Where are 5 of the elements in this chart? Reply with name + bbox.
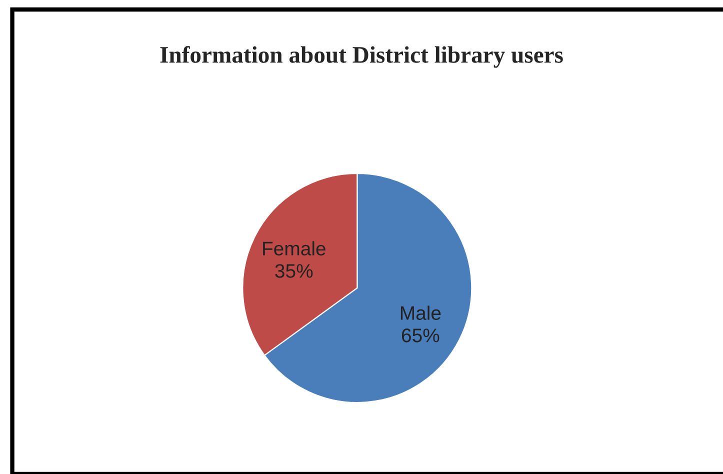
chart-title: Information about District library users <box>160 46 563 68</box>
slice-label: Female <box>263 241 326 256</box>
slice-label: Male <box>400 306 441 320</box>
data-label: 35% <box>275 264 313 278</box>
data-label: 65% <box>402 328 440 342</box>
